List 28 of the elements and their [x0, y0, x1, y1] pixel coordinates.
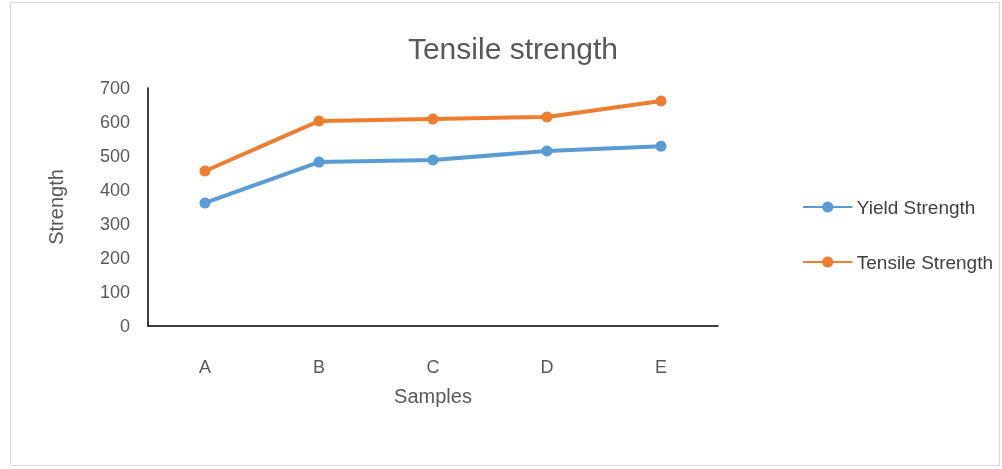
- point: [655, 140, 667, 152]
- y-tick-label: 100: [99, 282, 130, 302]
- x-tick-label: A: [198, 357, 212, 377]
- point: [313, 156, 325, 168]
- x-tick-label: B: [312, 357, 326, 377]
- y-tick-label: 0: [119, 316, 130, 336]
- point: [427, 154, 439, 166]
- point: [655, 95, 667, 107]
- point: [541, 145, 553, 157]
- point: [541, 111, 553, 123]
- y-tick-label: 400: [99, 180, 130, 200]
- legend-label: Tensile Strength: [856, 251, 993, 273]
- x-tick-label: E: [654, 357, 668, 377]
- x-tick-label: C: [426, 357, 440, 377]
- legend-label: Yield Strength: [856, 196, 976, 218]
- y-tick-label: 200: [99, 248, 130, 268]
- y-tick-label: 700: [99, 78, 130, 98]
- x-axis-title: Samples: [394, 385, 472, 407]
- point: [427, 113, 439, 125]
- y-tick-label: 500: [99, 146, 130, 166]
- chart-title: Tensile strength: [407, 31, 619, 65]
- y-tick-label: 600: [99, 112, 130, 132]
- point: [313, 115, 325, 127]
- y-axis-title: Strength: [45, 169, 67, 245]
- y-tick-label: 300: [99, 214, 130, 234]
- point: [199, 197, 211, 209]
- x-tick-label: D: [540, 357, 554, 377]
- point: [199, 165, 211, 177]
